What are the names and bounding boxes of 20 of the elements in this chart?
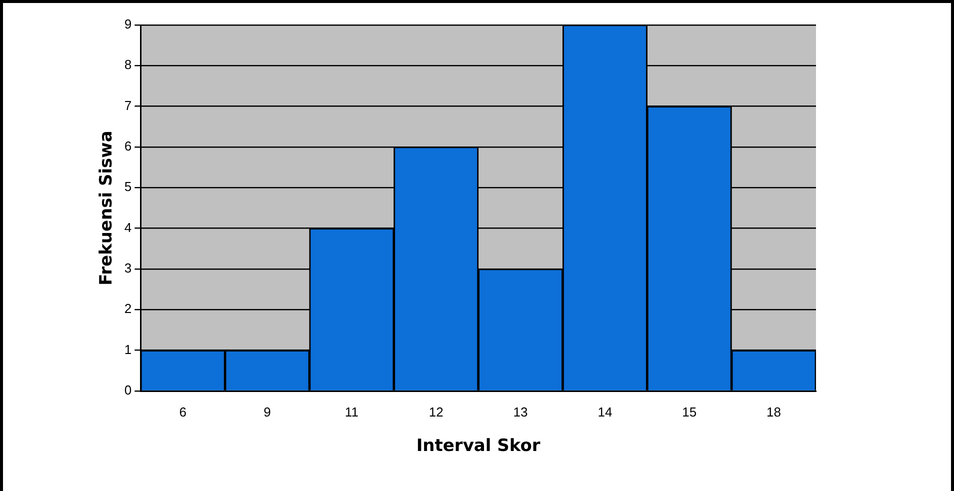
y-axis-title: Frekuensi Siswa bbox=[96, 130, 117, 286]
y-tick-label: 2 bbox=[124, 301, 132, 316]
y-tick-label: 5 bbox=[124, 179, 132, 194]
x-axis-title: Interval Skor bbox=[416, 436, 541, 456]
x-tick-label: 12 bbox=[428, 404, 444, 420]
y-tick-label: 4 bbox=[124, 220, 132, 235]
y-tick-label: 7 bbox=[124, 98, 132, 113]
x-tick-label: 14 bbox=[598, 404, 612, 420]
y-tick-label: 0 bbox=[124, 382, 132, 398]
y-tick-label: 1 bbox=[124, 342, 132, 357]
x-tick-label: 15 bbox=[682, 404, 697, 420]
y-tick-label: 3 bbox=[124, 260, 132, 276]
y-tick-label: 8 bbox=[124, 57, 132, 72]
x-tick-label: 11 bbox=[344, 404, 358, 420]
x-tick-label: 6 bbox=[179, 404, 186, 420]
x-tick-label: 9 bbox=[264, 404, 271, 420]
x-tick-label: 18 bbox=[766, 404, 782, 420]
y-tick-label: 9 bbox=[124, 16, 132, 32]
x-tick-label: 13 bbox=[513, 404, 528, 420]
y-tick-label: 6 bbox=[124, 138, 132, 154]
